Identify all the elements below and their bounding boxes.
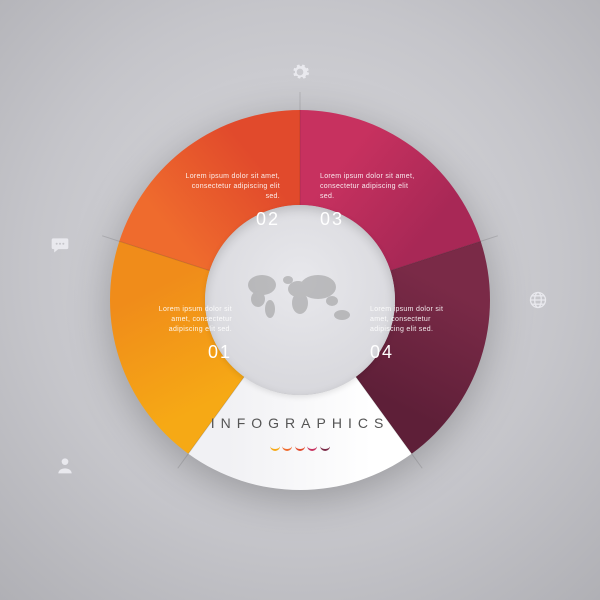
footer-wave: [271, 438, 329, 456]
gear-icon: [290, 62, 310, 82]
segment-03-label: Lorem ipsum dolor sit amet, consectetur …: [320, 172, 415, 233]
globe-icon: [528, 290, 548, 310]
person-icon: [55, 455, 75, 475]
segment-04-label: Lorem ipsum dolor sit amet, consectetur …: [370, 305, 450, 366]
segment-01-body: Lorem ipsum dolor sit amet, consectetur …: [152, 305, 232, 334]
segment-04-body: Lorem ipsum dolor sit amet, consectetur …: [370, 305, 450, 334]
segment-01-number: 01: [152, 340, 232, 365]
segment-02-label: Lorem ipsum dolor sit amet, consectetur …: [185, 172, 280, 233]
chat-icon: [50, 235, 70, 255]
segment-02-number: 02: [185, 207, 280, 232]
ring-stage: Lorem ipsum dolor sit amet, consectetur …: [80, 80, 520, 520]
wave-dot: [320, 445, 330, 451]
segment-04-number: 04: [370, 340, 450, 365]
wave-dot: [270, 445, 280, 451]
wave-dot: [307, 445, 317, 451]
center-disc: [205, 205, 395, 395]
segment-03-number: 03: [320, 207, 415, 232]
footer-title: INFOGRAPHICS: [211, 415, 390, 431]
world-map-icon: [240, 265, 360, 335]
segment-01-label: Lorem ipsum dolor sit amet, consectetur …: [152, 305, 232, 366]
wave-dot: [283, 445, 293, 451]
segment-03-body: Lorem ipsum dolor sit amet, consectetur …: [320, 172, 415, 201]
segment-02-body: Lorem ipsum dolor sit amet, consectetur …: [185, 172, 280, 201]
wave-dot: [295, 445, 305, 451]
